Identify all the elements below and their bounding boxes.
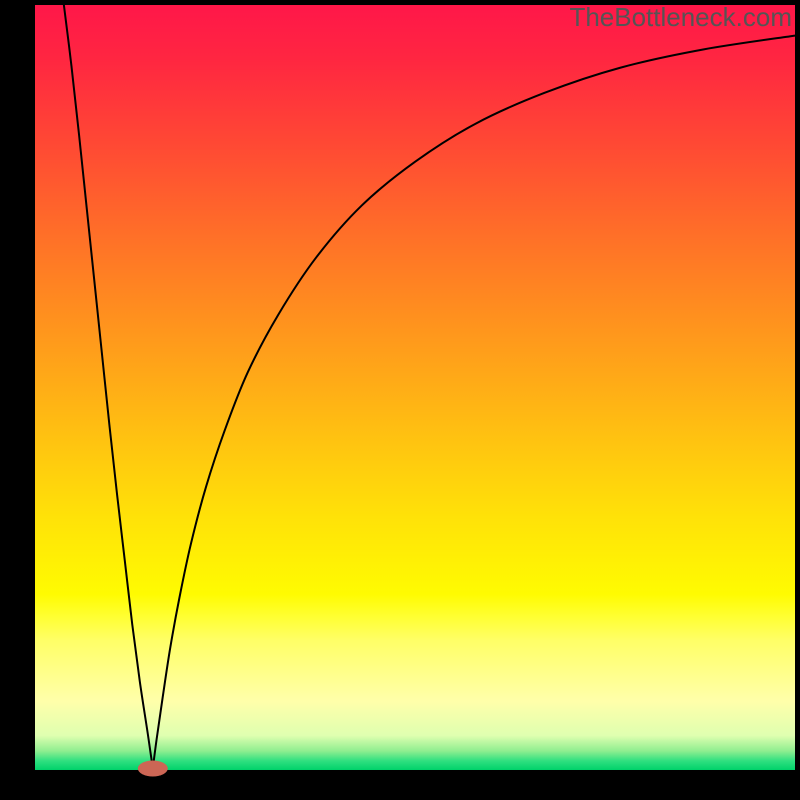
curve-layer [0,0,800,800]
watermark-text: TheBottleneck.com [569,2,792,33]
curve-right [153,36,795,769]
curve-left [64,5,153,768]
optimal-point-marker [138,760,168,776]
chart-container: { "canvas": { "width": 800, "height": 80… [0,0,800,800]
